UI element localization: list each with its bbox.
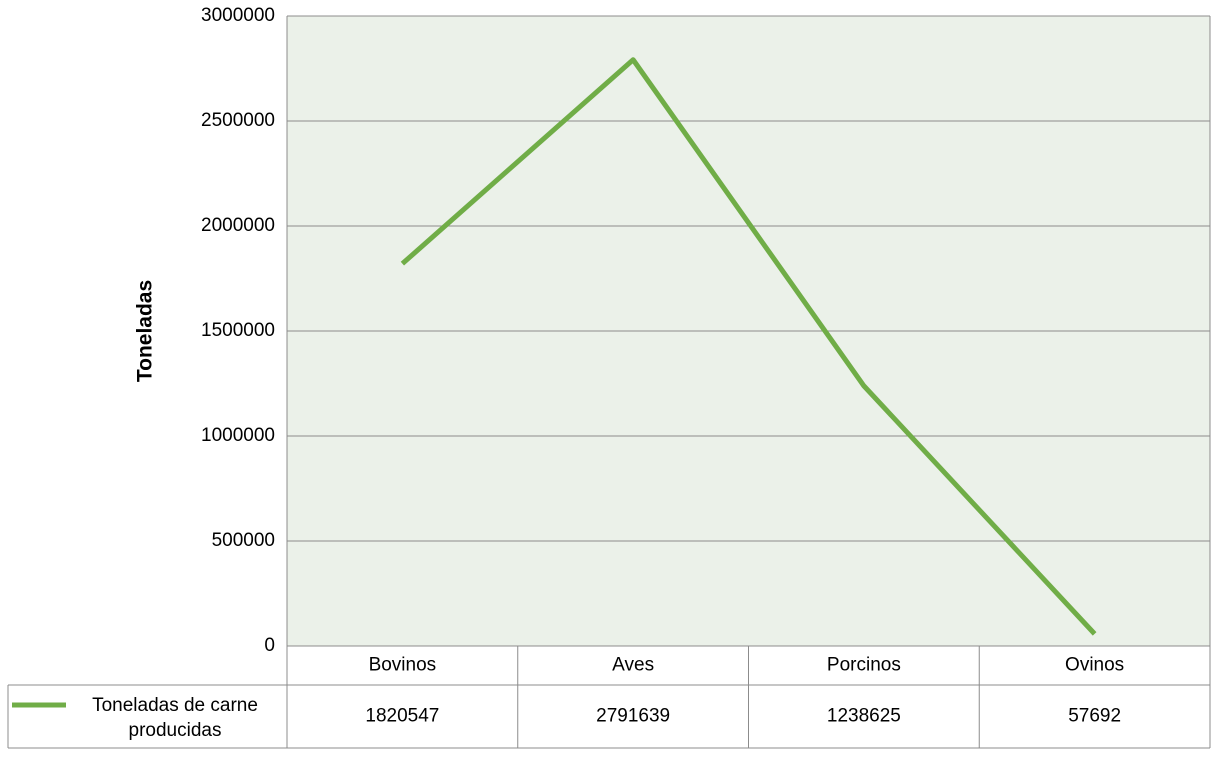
y-tick-label: 1000000 — [201, 425, 275, 446]
x-tick-label: Ovinos — [1065, 655, 1124, 676]
x-tick-label: Porcinos — [827, 655, 901, 676]
y-tick-label: 1500000 — [201, 320, 275, 341]
y-tick-label: 2500000 — [201, 110, 275, 131]
y-tick-label: 500000 — [212, 530, 275, 551]
table-value: 2791639 — [596, 706, 670, 727]
table-value: 1820547 — [365, 706, 439, 727]
table-value: 57692 — [1068, 706, 1121, 727]
y-tick-label: 3000000 — [201, 5, 275, 26]
legend-label: Toneladas de carne producidas — [92, 695, 258, 741]
table-value: 1238625 — [827, 706, 901, 727]
data-line — [400, 57, 1097, 636]
y-axis-label: Toneladas — [134, 280, 157, 382]
x-tick-label: Bovinos — [369, 655, 437, 676]
y-tick-label: 2000000 — [201, 215, 275, 236]
y-tick-label: 0 — [264, 635, 275, 656]
x-tick-label: Aves — [612, 655, 654, 676]
